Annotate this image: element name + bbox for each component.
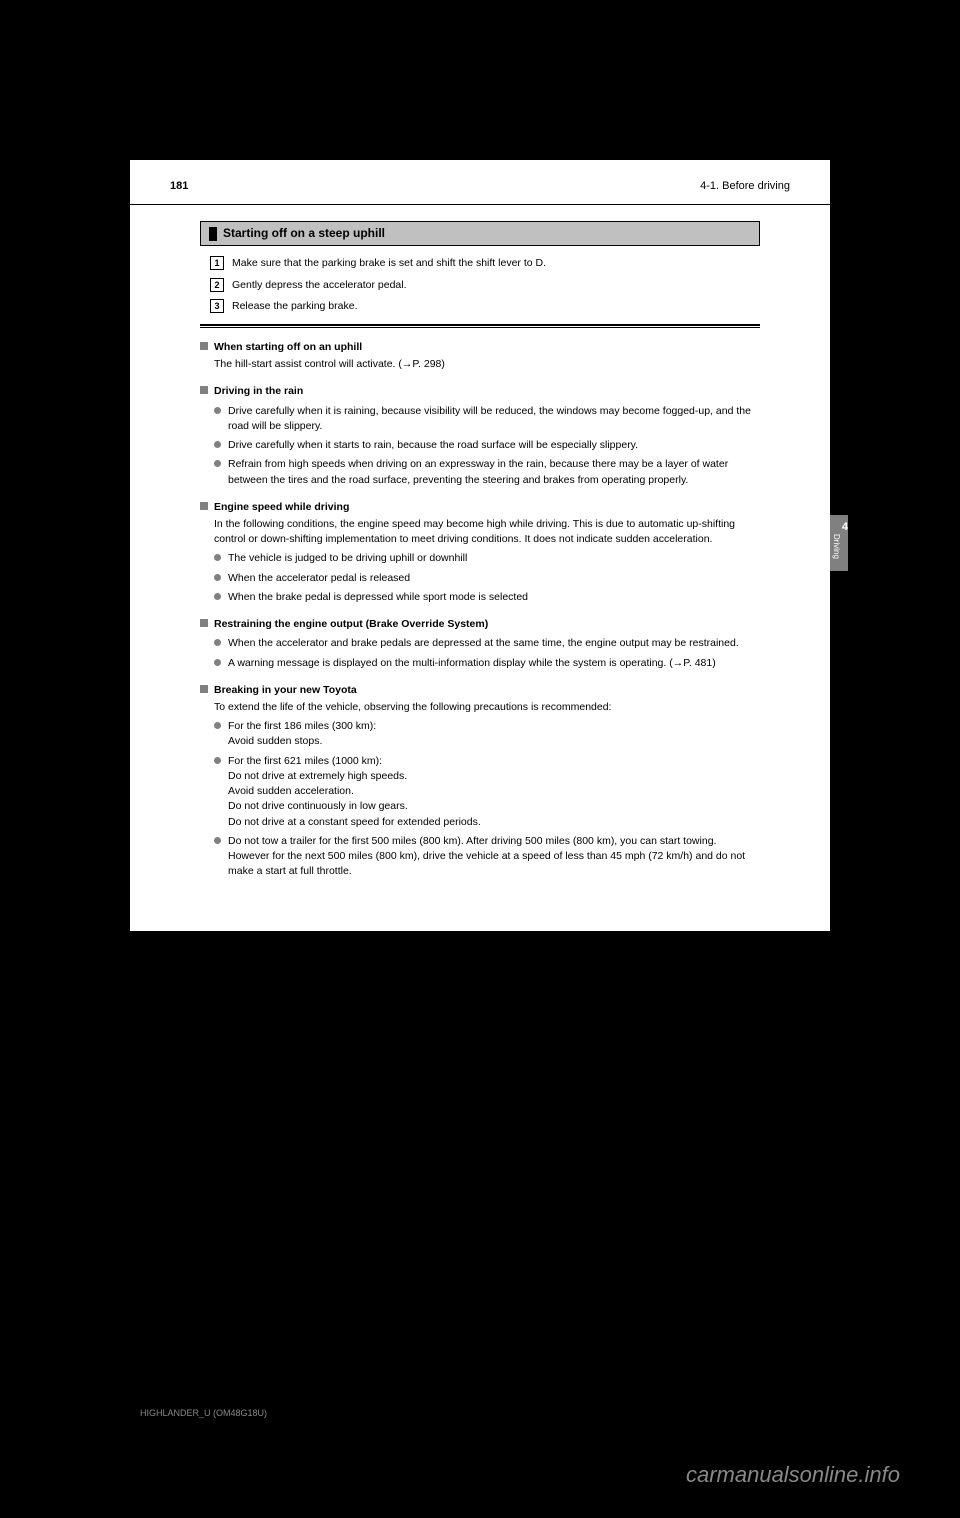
bullet-text: For the first 186 miles (300 km): Avoid … — [228, 719, 376, 749]
step-number: 3 — [210, 299, 224, 313]
square-bullet-icon — [200, 342, 208, 350]
step-text: Gently depress the accelerator pedal. — [232, 278, 760, 293]
square-bullet-icon — [200, 502, 208, 510]
dot-bullet-icon — [214, 574, 221, 581]
bullet-text: For the first 621 miles (1000 km): Do no… — [228, 754, 481, 830]
bullet-text: When the accelerator pedal is released — [228, 571, 410, 586]
info-heading: Engine speed while driving — [200, 500, 760, 515]
square-bullet-icon — [200, 685, 208, 693]
bullet-text: Drive carefully when it starts to rain, … — [228, 438, 638, 453]
dot-bullet-icon — [214, 441, 221, 448]
info-heading: Breaking in your new Toyota — [200, 683, 760, 698]
step-number: 2 — [210, 278, 224, 292]
bullet-text: When the accelerator and brake pedals ar… — [228, 636, 739, 651]
bullet-item: Drive carefully when it starts to rain, … — [200, 438, 760, 453]
bullet-text: Refrain from high speeds when driving on… — [228, 457, 760, 487]
chapter-number: 4 — [842, 521, 848, 533]
bullet-text: A warning message is displayed on the mu… — [228, 656, 716, 671]
dot-bullet-icon — [214, 837, 221, 844]
watermark: carmanualsonline.info — [686, 1462, 900, 1488]
info-block: Engine speed while driving In the follow… — [200, 500, 760, 605]
page-header: 181 4-1. Before driving — [130, 160, 830, 205]
info-heading-text: Restraining the engine output (Brake Ove… — [214, 617, 488, 632]
dot-bullet-icon — [214, 593, 221, 600]
bullet-item: For the first 186 miles (300 km): Avoid … — [200, 719, 760, 749]
bullet-item: When the accelerator pedal is released — [200, 571, 760, 586]
info-body: The hill-start assist control will activ… — [200, 357, 760, 372]
bullet-item: When the accelerator and brake pedals ar… — [200, 636, 760, 651]
bullet-text: When the brake pedal is depressed while … — [228, 590, 528, 605]
info-body: To extend the life of the vehicle, obser… — [200, 700, 760, 715]
info-heading-text: Breaking in your new Toyota — [214, 683, 357, 698]
step-number: 1 — [210, 256, 224, 270]
dot-bullet-icon — [214, 757, 221, 764]
info-heading: Driving in the rain — [200, 384, 760, 399]
info-body: In the following conditions, the engine … — [200, 517, 760, 547]
dot-bullet-icon — [214, 460, 221, 467]
info-heading: When starting off on an uphill — [200, 340, 760, 355]
bullet-item: Do not tow a trailer for the first 500 m… — [200, 834, 760, 880]
dot-bullet-icon — [214, 407, 221, 414]
dot-bullet-icon — [214, 659, 221, 666]
chapter-label: Driving — [832, 534, 841, 559]
info-block: Breaking in your new Toyota To extend th… — [200, 683, 760, 880]
step-text: Make sure that the parking brake is set … — [232, 256, 760, 271]
bullet-item: A warning message is displayed on the mu… — [200, 656, 760, 671]
step-text: Release the parking brake. — [232, 299, 760, 314]
page-content: Starting off on a steep uphill 1 Make su… — [130, 205, 830, 931]
section-title: Starting off on a steep uphill — [223, 225, 385, 242]
info-heading-text: Engine speed while driving — [214, 500, 349, 515]
section-title-bar: Starting off on a steep uphill — [200, 221, 760, 246]
info-block: Driving in the rain Drive carefully when… — [200, 384, 760, 487]
square-bullet-icon — [200, 386, 208, 394]
page-number: 181 — [170, 180, 188, 192]
info-heading: Restraining the engine output (Brake Ove… — [200, 617, 760, 632]
info-heading-text: When starting off on an uphill — [214, 340, 362, 355]
dot-bullet-icon — [214, 554, 221, 561]
bullet-item: For the first 621 miles (1000 km): Do no… — [200, 754, 760, 830]
bullet-text: Do not tow a trailer for the first 500 m… — [228, 834, 760, 880]
dot-bullet-icon — [214, 639, 221, 646]
info-heading-text: Driving in the rain — [214, 384, 303, 399]
bullet-item: When the brake pedal is depressed while … — [200, 590, 760, 605]
step-item: 3 Release the parking brake. — [200, 299, 760, 314]
manual-page: 181 4-1. Before driving 4 Driving Starti… — [130, 160, 830, 931]
section-label: 4-1. Before driving — [170, 180, 790, 192]
step-item: 2 Gently depress the accelerator pedal. — [200, 278, 760, 293]
info-block: Restraining the engine output (Brake Ove… — [200, 617, 760, 671]
footer-code: HIGHLANDER_U (OM48G18U) — [140, 1408, 267, 1418]
title-marker — [209, 227, 217, 241]
bullet-text: Drive carefully when it is raining, beca… — [228, 404, 760, 434]
bullet-text: The vehicle is judged to be driving uphi… — [228, 551, 467, 566]
bullet-item: Drive carefully when it is raining, beca… — [200, 404, 760, 434]
dot-bullet-icon — [214, 722, 221, 729]
chapter-tab: 4 Driving — [830, 515, 848, 571]
info-block: When starting off on an uphill The hill-… — [200, 340, 760, 372]
bullet-item: The vehicle is judged to be driving uphi… — [200, 551, 760, 566]
square-bullet-icon — [200, 619, 208, 627]
step-item: 1 Make sure that the parking brake is se… — [200, 256, 760, 271]
bullet-item: Refrain from high speeds when driving on… — [200, 457, 760, 487]
section-divider — [200, 324, 760, 328]
